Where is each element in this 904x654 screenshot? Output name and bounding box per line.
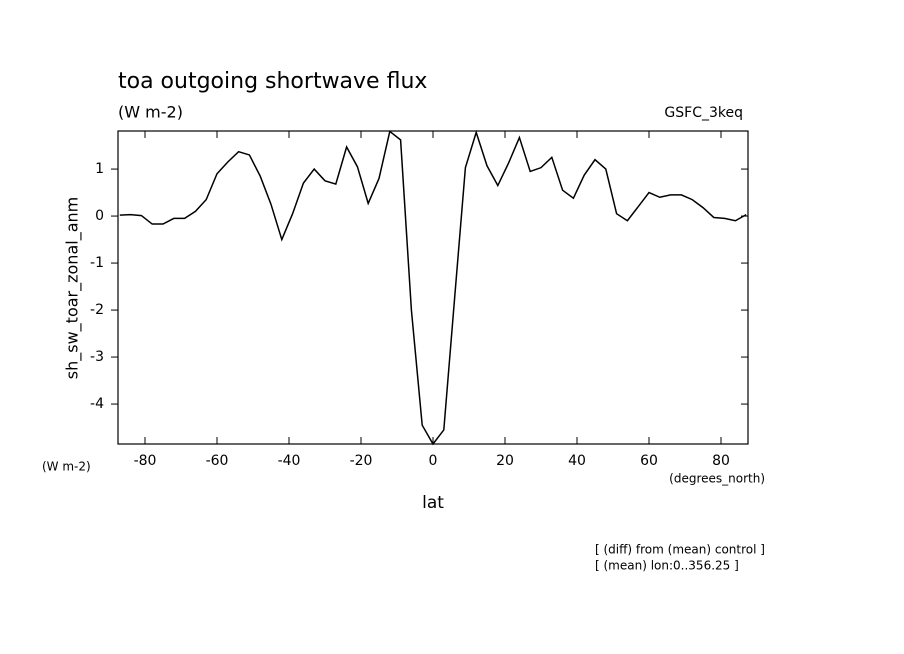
x-axis-label: lat (422, 493, 444, 513)
y-tick-label: -3 (90, 349, 104, 365)
x-tick-label: 60 (640, 453, 658, 469)
x-tick-label: -60 (206, 453, 229, 469)
x-tick-label: -80 (134, 453, 157, 469)
x-tick-label: 20 (496, 453, 514, 469)
plot-frame (117, 130, 749, 445)
chart-title: toa outgoing shortwave flux (118, 69, 427, 94)
x-axis-units: (degrees_north) (669, 472, 765, 486)
y-tick-label: -4 (90, 396, 104, 412)
dataset-label: GSFC_3keq (664, 105, 743, 121)
note: [ (mean) lon:0..356.25 ] (595, 559, 739, 573)
y-axis-label: sh_sw_toar_zonal_anm (63, 197, 83, 379)
y-tick-label: 0 (95, 208, 104, 224)
note: [ (diff) from (mean) control ] (595, 543, 765, 557)
x-tick-label: 80 (712, 453, 730, 469)
y-tick-label: -1 (90, 255, 104, 271)
y-tick-label: 1 (95, 161, 104, 177)
chart-subtitle: (W m-2) (118, 103, 183, 122)
y-tick-label: -2 (90, 302, 104, 318)
x-tick-label: 40 (568, 453, 586, 469)
y-axis-units: (W m-2) (42, 460, 91, 474)
data-line (119, 129, 747, 446)
x-tick-label: -20 (350, 453, 373, 469)
x-tick-label: -40 (278, 453, 301, 469)
x-tick-label: 0 (429, 453, 438, 469)
